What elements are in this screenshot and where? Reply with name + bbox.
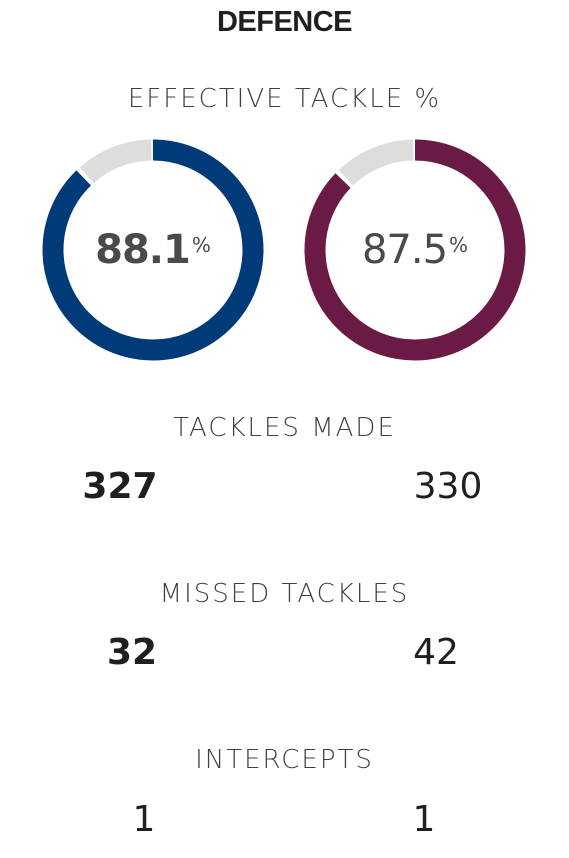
away-effective-tackle-unit: %: [449, 233, 469, 257]
home-donut-value: 88.1%: [40, 137, 266, 363]
intercepts-label: INTERCEPTS: [195, 745, 374, 775]
home-tackles-made-value: 327: [82, 466, 158, 507]
away-effective-tackle-donut: 87.5%: [302, 137, 528, 363]
tackles-made-label: TACKLES MADE: [173, 413, 396, 443]
section-title: DEFENCE: [216, 6, 353, 38]
home-intercepts-value: 1: [132, 799, 156, 840]
home-donut-chart: [42, 139, 264, 361]
away-missed-tackles-value: 42: [413, 632, 459, 673]
missed-tackles-label: MISSED TACKLES: [159, 579, 410, 609]
home-effective-tackle-value: 88.1: [95, 227, 191, 273]
away-donut-value: 87.5%: [302, 137, 528, 363]
away-donut-arc: [304, 139, 526, 361]
home-effective-tackle-donut: 88.1%: [40, 137, 266, 363]
home-effective-tackle-unit: %: [191, 233, 211, 257]
effective-tackle-label: EFFECTIVE TACKLE %: [127, 84, 442, 114]
away-donut-chart: [304, 139, 526, 361]
home-donut-arc: [42, 139, 264, 361]
away-tackles-made-value: 330: [413, 466, 483, 507]
away-intercepts-value: 1: [412, 799, 436, 840]
away-effective-tackle-value: 87.5: [361, 227, 448, 273]
home-missed-tackles-value: 32: [106, 632, 158, 673]
